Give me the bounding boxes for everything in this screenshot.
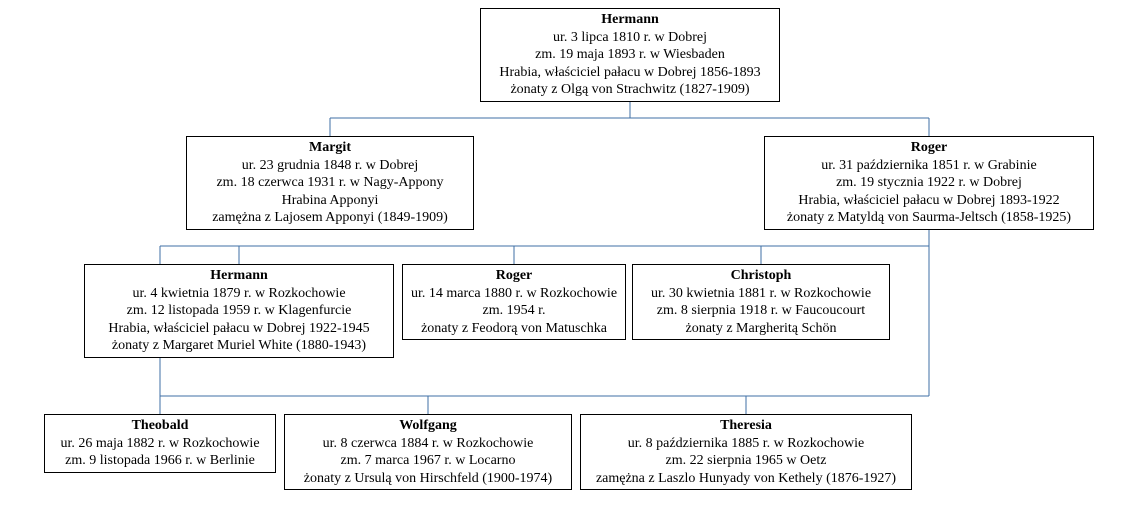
node-line: żonaty z Feodorą von Matuschka [409,320,619,338]
node-hermann-1879: Hermann ur. 4 kwietnia 1879 r. w Rozkoch… [84,264,394,358]
node-line: ur. 23 grudnia 1848 r. w Dobrej [193,157,467,175]
node-christoph: Christoph ur. 30 kwietnia 1881 r. w Rozk… [632,264,890,340]
node-title: Roger [771,139,1087,157]
node-title: Margit [193,139,467,157]
node-line: ur. 31 października 1851 r. w Grabinie [771,157,1087,175]
node-line: żonaty z Ursulą von Hirschfeld (1900-197… [291,470,565,488]
node-title: Hermann [91,267,387,285]
node-line: zm. 7 marca 1967 r. w Locarno [291,452,565,470]
node-wolfgang: Wolfgang ur. 8 czerwca 1884 r. w Rozkoch… [284,414,572,490]
node-line: Hrabina Apponyi [193,192,467,210]
node-line: ur. 26 maja 1882 r. w Rozkochowie [51,435,269,453]
node-roger-1880: Roger ur. 14 marca 1880 r. w Rozkochowie… [402,264,626,340]
node-line: zm. 12 listopada 1959 r. w Klagenfurcie [91,302,387,320]
node-line: zm. 8 sierpnia 1918 r. w Faucoucourt [639,302,883,320]
node-line: ur. 4 kwietnia 1879 r. w Rozkochowie [91,285,387,303]
node-line: Hrabia, właściciel pałacu w Dobrej 1856-… [487,64,773,82]
node-title: Theobald [51,417,269,435]
node-margit: Margit ur. 23 grudnia 1848 r. w Dobrej z… [186,136,474,230]
node-line: ur. 8 czerwca 1884 r. w Rozkochowie [291,435,565,453]
family-tree-stage: Hermann ur. 3 lipca 1810 r. w Dobrej zm.… [0,0,1140,507]
node-title: Christoph [639,267,883,285]
node-line: ur. 3 lipca 1810 r. w Dobrej [487,29,773,47]
node-line: żonaty z Margaret Muriel White (1880-194… [91,337,387,355]
node-line: zm. 18 czerwca 1931 r. w Nagy-Appony [193,174,467,192]
node-title: Wolfgang [291,417,565,435]
node-line: zamężna z Lajosem Apponyi (1849-1909) [193,209,467,227]
node-line: ur. 8 października 1885 r. w Rozkochowie [587,435,905,453]
node-line: zm. 9 listopada 1966 r. w Berlinie [51,452,269,470]
node-line: żonaty z Margheritą Schön [639,320,883,338]
node-line: zm. 1954 r. [409,302,619,320]
node-line: zm. 19 stycznia 1922 r. w Dobrej [771,174,1087,192]
node-line: żonaty z Matyldą von Saurma-Jeltsch (185… [771,209,1087,227]
node-line: ur. 30 kwietnia 1881 r. w Rozkochowie [639,285,883,303]
node-theresia: Theresia ur. 8 października 1885 r. w Ro… [580,414,912,490]
node-line: ur. 14 marca 1880 r. w Rozkochowie [409,285,619,303]
node-line: zm. 22 sierpnia 1965 w Oetz [587,452,905,470]
node-line: Hrabia, właściciel pałacu w Dobrej 1922-… [91,320,387,338]
node-line: zamężna z Laszlo Hunyady von Kethely (18… [587,470,905,488]
node-line: żonaty z Olgą von Strachwitz (1827-1909) [487,81,773,99]
node-theobald: Theobald ur. 26 maja 1882 r. w Rozkochow… [44,414,276,473]
node-line: Hrabia, właściciel pałacu w Dobrej 1893-… [771,192,1087,210]
node-hermann-1810: Hermann ur. 3 lipca 1810 r. w Dobrej zm.… [480,8,780,102]
node-roger-1851: Roger ur. 31 października 1851 r. w Grab… [764,136,1094,230]
node-title: Theresia [587,417,905,435]
node-title: Roger [409,267,619,285]
node-title: Hermann [487,11,773,29]
node-line: zm. 19 maja 1893 r. w Wiesbaden [487,46,773,64]
